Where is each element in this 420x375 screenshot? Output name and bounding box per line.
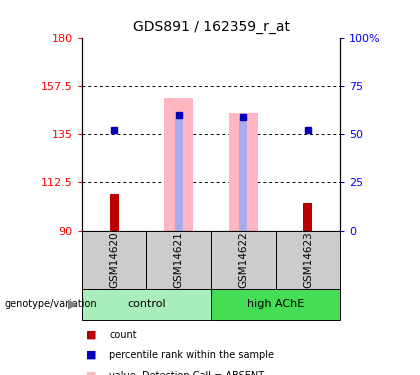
Bar: [175, 117, 183, 231]
Text: ▶: ▶: [68, 298, 78, 310]
Bar: [211, 231, 276, 289]
Bar: [276, 231, 340, 289]
Bar: [229, 112, 258, 231]
Text: genotype/variation: genotype/variation: [4, 299, 97, 309]
Text: ■: ■: [86, 371, 97, 375]
Text: value, Detection Call = ABSENT: value, Detection Call = ABSENT: [109, 371, 264, 375]
Bar: [82, 231, 147, 289]
Text: ■: ■: [86, 350, 97, 360]
Bar: [147, 231, 211, 289]
Text: GSM14620: GSM14620: [109, 231, 119, 288]
Bar: [164, 98, 193, 231]
Text: high AChE: high AChE: [247, 299, 304, 309]
Text: count: count: [109, 330, 137, 339]
Title: GDS891 / 162359_r_at: GDS891 / 162359_r_at: [133, 20, 289, 34]
Text: percentile rank within the sample: percentile rank within the sample: [109, 350, 274, 360]
Bar: [82, 289, 211, 320]
Bar: [239, 119, 247, 231]
Bar: [211, 289, 340, 320]
Bar: [110, 194, 119, 231]
Bar: [303, 203, 312, 231]
Text: GSM14623: GSM14623: [303, 231, 313, 288]
Text: control: control: [127, 299, 166, 309]
Text: GSM14622: GSM14622: [238, 231, 248, 288]
Text: ■: ■: [86, 330, 97, 339]
Text: GSM14621: GSM14621: [174, 231, 184, 288]
